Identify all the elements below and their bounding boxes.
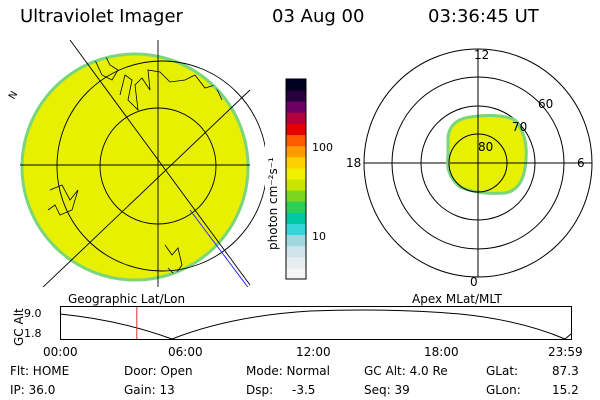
- status-glon-value: 15.2: [552, 383, 579, 397]
- status-glat-label: GLat:: [486, 364, 519, 378]
- colorbar-cell: [286, 201, 306, 213]
- colorbar-cell: [286, 90, 306, 102]
- coastline-icon: [119, 69, 223, 112]
- status-gc-alt: GC Alt: 4.0 Re: [364, 364, 448, 378]
- timeline-xtick-1: 06:00: [168, 345, 203, 359]
- colorbar-cell: [286, 167, 306, 180]
- status-mode: Mode: Normal: [246, 364, 330, 378]
- header-date: 03 Aug 00: [272, 6, 365, 27]
- timeline-xtick-4: 23:59: [548, 345, 583, 359]
- colorbar-cell: [286, 256, 306, 269]
- status-ip: IP: 36.0: [10, 383, 56, 397]
- colorbar-unit-label: photon cm⁻²s⁻¹: [266, 157, 280, 250]
- geographic-map: N: [7, 40, 265, 287]
- colorbar-cell: [286, 101, 306, 113]
- mlt-label-12: 12: [474, 48, 490, 62]
- auroral-region: [446, 114, 528, 195]
- status-glat-value: 87.3: [552, 364, 579, 378]
- app-title: Ultraviolet Imager: [20, 6, 183, 27]
- colorbar-tick-100: 100: [312, 141, 333, 154]
- status-dsp-value: -3.5: [292, 383, 316, 397]
- status-seq: Seq: 39: [364, 383, 410, 397]
- geo-panel-label: Geographic Lat/Lon: [68, 292, 186, 306]
- status-filter: Flt: HOME: [10, 364, 70, 378]
- lat-label-60: 60: [538, 97, 554, 111]
- colorbar-cell: [286, 223, 306, 236]
- timeline-xtick-2: 12:00: [296, 345, 331, 359]
- colorbar-cell: [286, 234, 306, 247]
- timeline-ytick-min: 1.8: [24, 327, 42, 340]
- header-time: 03:36:45 UT: [428, 6, 539, 27]
- colorbar-cell: [286, 179, 306, 191]
- colorbar-cell: [286, 212, 306, 224]
- colorbar-cell: [286, 267, 306, 280]
- mlt-label-18: 18: [346, 156, 362, 170]
- colorbar-cell: [286, 134, 306, 147]
- polar-mlt-plot: [363, 48, 593, 278]
- orbit-altitude-timeline: [59, 306, 572, 340]
- status-gain: Gain: 13: [124, 383, 175, 397]
- colorbar-cell: [286, 245, 306, 258]
- mlt-label-0: 0: [470, 275, 478, 289]
- orbit-altitude-curve: [59, 309, 572, 340]
- status-door: Door: Open: [124, 364, 193, 378]
- svg-text:N: N: [7, 90, 20, 102]
- status-dsp-label: Dsp:: [246, 383, 274, 397]
- colorbar-cell: [286, 79, 306, 91]
- colorbar-cell: [286, 156, 306, 169]
- colorbar-cell: [286, 123, 306, 136]
- timeline-xtick-3: 18:00: [424, 345, 459, 359]
- lat-label-80: 80: [478, 140, 494, 154]
- colorbar-cell: [286, 190, 306, 202]
- colorbar-cell: [286, 112, 306, 124]
- timeline-xtick-0: 00:00: [43, 345, 78, 359]
- timeline-ytick-max: 9.0: [24, 307, 42, 320]
- mag-panel-label: Apex MLat/MLT: [412, 292, 502, 306]
- status-glon-label: GLon:: [486, 383, 521, 397]
- uv-disk: [20, 52, 250, 282]
- mlt-label-6: 6: [577, 156, 585, 170]
- colorbar-cell: [286, 145, 306, 158]
- colorbar-tick-10: 10: [312, 230, 326, 243]
- lat-label-70: 70: [512, 120, 528, 134]
- colorbar: [285, 78, 307, 280]
